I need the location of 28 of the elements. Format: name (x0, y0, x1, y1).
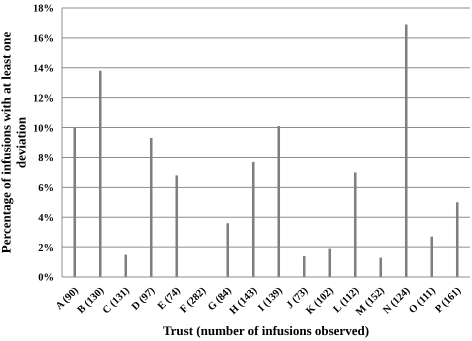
y-tick-label: 18% (33, 4, 54, 15)
bar (302, 256, 306, 277)
bar (328, 248, 332, 277)
bar (430, 236, 434, 277)
bar (73, 128, 76, 277)
bar (252, 162, 255, 277)
y-tick-label: 2% (38, 242, 54, 254)
bar (98, 70, 102, 277)
y-tick-label: 16% (33, 34, 54, 45)
bar (226, 223, 230, 277)
bar (404, 24, 408, 277)
y-tick-label: 4% (38, 212, 54, 224)
x-axis-title: Trust (number of infusions observed) (162, 323, 370, 338)
y-tick-label: 6% (38, 183, 54, 194)
bar (277, 126, 280, 277)
y-tick-label: 14% (33, 64, 54, 75)
bar (124, 254, 128, 277)
y-tick-label: 0% (38, 272, 54, 284)
x-tick-label: D (97) (130, 284, 158, 313)
y-axis-title: Percentage of infusions with at least one deviation (0, 32, 28, 254)
bar (379, 258, 382, 277)
bar (175, 175, 178, 277)
bar (456, 202, 459, 277)
y-tick-label: 12% (33, 93, 54, 104)
y-tick-label: 8% (38, 153, 54, 164)
bar (150, 138, 153, 277)
y-tick-label: 10% (33, 123, 54, 134)
bar (354, 172, 357, 277)
